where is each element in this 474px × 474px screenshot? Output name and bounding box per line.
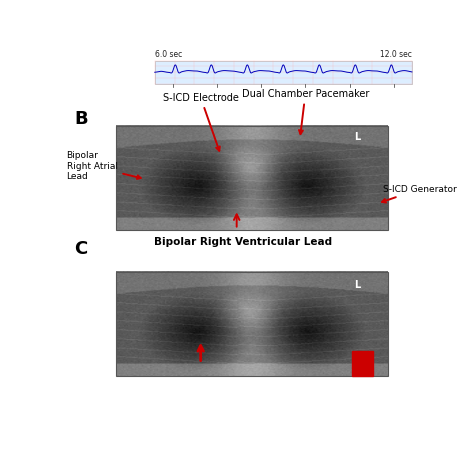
Bar xyxy=(116,126,388,230)
Text: Bipolar Right Ventricular Lead: Bipolar Right Ventricular Lead xyxy=(154,237,332,247)
Text: S-ICD Generator: S-ICD Generator xyxy=(382,184,456,202)
Bar xyxy=(155,61,412,84)
Text: L: L xyxy=(354,132,360,142)
Text: Bipolar
Right Atrial
Lead: Bipolar Right Atrial Lead xyxy=(66,152,141,181)
Text: L: L xyxy=(354,280,360,290)
Text: 6.0 sec: 6.0 sec xyxy=(155,50,182,59)
Bar xyxy=(116,272,388,376)
Text: 12.0 sec: 12.0 sec xyxy=(380,50,412,59)
Text: C: C xyxy=(74,240,87,258)
Text: Dual Chamber Pacemaker: Dual Chamber Pacemaker xyxy=(242,89,369,134)
Bar xyxy=(352,351,373,376)
Text: S-ICD Electrode: S-ICD Electrode xyxy=(163,92,238,151)
Text: B: B xyxy=(74,110,88,128)
